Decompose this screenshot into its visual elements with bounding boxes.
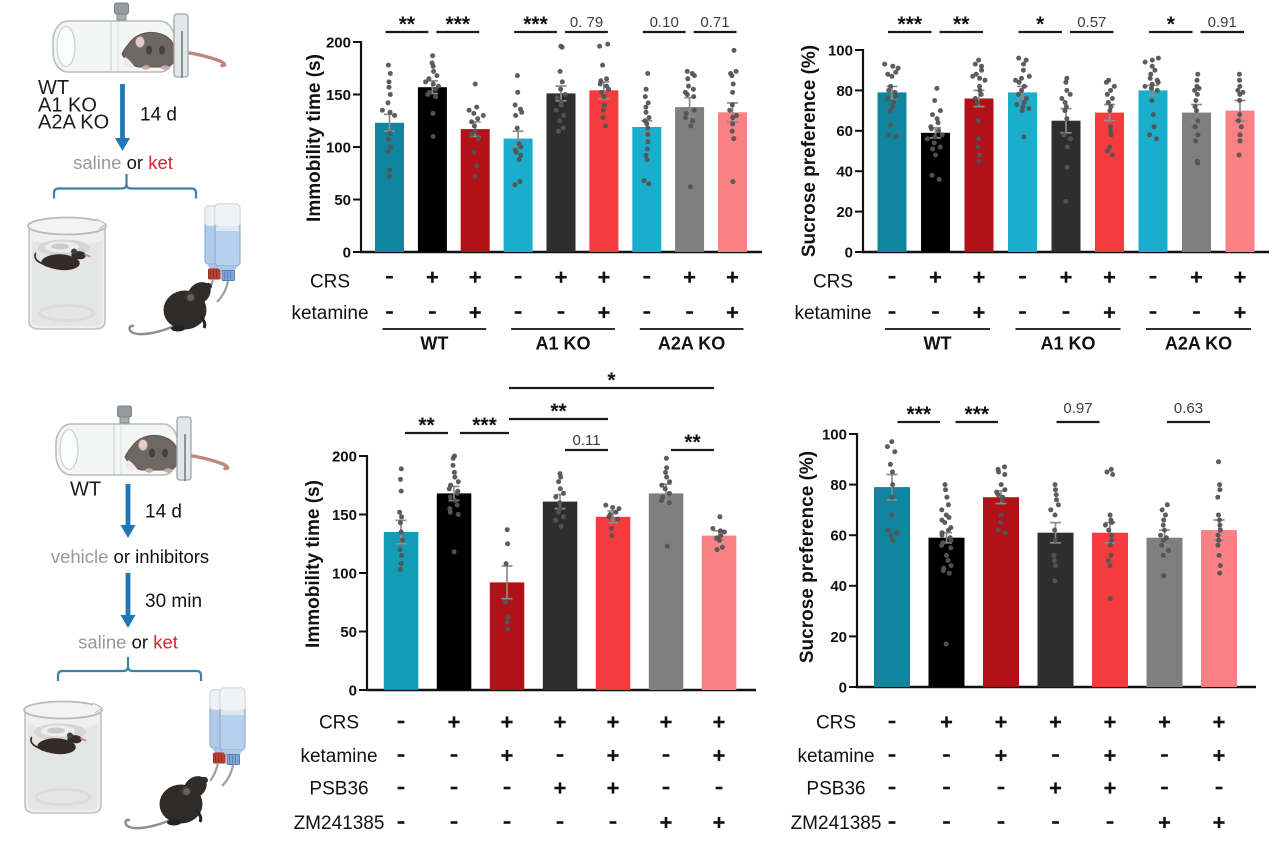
svg-text:A2A KO: A2A KO [1165,334,1232,354]
svg-text:saline or ket: saline or ket [78,632,178,653]
svg-text:50: 50 [334,192,351,209]
svg-text:WT: WT [420,334,448,354]
svg-text:saline or ket: saline or ket [73,152,173,173]
svg-text:40: 40 [830,578,847,595]
svg-text:WT: WT [924,334,952,354]
svg-text:0: 0 [343,244,351,261]
svg-text:100: 100 [332,565,357,582]
svg-text:CRS: CRS [816,713,856,734]
svg-text:***: *** [472,414,497,437]
svg-text:CRS: CRS [310,272,350,293]
svg-text:20: 20 [836,204,853,221]
svg-text:0: 0 [839,679,847,696]
svg-text:A1 KO: A1 KO [38,95,97,117]
svg-text:Immobility time (s): Immobility time (s) [303,480,324,648]
svg-text:WT: WT [38,77,69,99]
svg-text:A1 KO: A1 KO [535,334,590,354]
svg-text:**: ** [953,13,970,36]
svg-text:100: 100 [828,42,853,59]
svg-text:100: 100 [822,426,847,443]
svg-text:Immobility time (s): Immobility time (s) [304,54,325,222]
svg-text:0.97: 0.97 [1063,400,1092,417]
svg-text:ketamine: ketamine [291,303,368,324]
svg-text:50: 50 [340,624,357,641]
svg-text:150: 150 [326,87,351,104]
svg-text:200: 200 [332,448,357,465]
svg-text:ZM241385: ZM241385 [294,813,385,834]
svg-text:***: *** [446,13,471,36]
svg-text:0.71: 0.71 [700,14,729,31]
svg-text:60: 60 [836,123,853,140]
svg-text:30 min: 30 min [145,591,202,612]
svg-text:PSB36: PSB36 [806,779,865,800]
svg-text:***: *** [898,13,923,36]
svg-text:**: ** [399,13,416,36]
svg-text:ZM241385: ZM241385 [791,813,882,834]
svg-text:60: 60 [830,528,847,545]
svg-text:200: 200 [326,34,351,51]
svg-text:ketamine: ketamine [794,303,871,324]
svg-text:*: * [1036,13,1045,36]
svg-text:**: ** [418,414,435,437]
svg-text:ketamine: ketamine [797,746,874,767]
svg-text:A2A KO: A2A KO [38,112,109,134]
svg-text:***: *** [523,13,548,36]
svg-text:*: * [607,369,616,392]
svg-text:**: ** [550,400,567,423]
svg-text:14 d: 14 d [140,105,177,126]
svg-text:PSB36: PSB36 [309,779,368,800]
svg-text:A1 KO: A1 KO [1040,334,1095,354]
svg-text:0: 0 [349,682,357,699]
svg-text:**: ** [684,431,701,454]
svg-text:CRS: CRS [319,713,359,734]
svg-text:CRS: CRS [813,272,853,293]
svg-text:Sucrose preference (%): Sucrose preference (%) [799,45,820,257]
svg-text:ketamine: ketamine [300,746,377,767]
svg-text:***: *** [965,403,990,426]
svg-text:80: 80 [836,83,853,100]
svg-text:vehicle or inhibitors: vehicle or inhibitors [51,546,209,567]
svg-text:0.57: 0.57 [1077,14,1106,31]
svg-text:***: *** [907,403,932,426]
svg-text:0.10: 0.10 [650,14,679,31]
svg-text:100: 100 [326,139,351,156]
svg-text:150: 150 [332,507,357,524]
svg-text:Sucrose preference (%): Sucrose preference (%) [797,451,818,663]
svg-text:40: 40 [836,164,853,181]
svg-text:0: 0 [845,244,853,261]
svg-text:0.91: 0.91 [1208,14,1237,31]
svg-text:WT: WT [70,479,101,501]
svg-text:0.63: 0.63 [1174,400,1203,417]
svg-text:0.11: 0.11 [572,432,600,449]
svg-text:14 d: 14 d [145,502,182,523]
svg-text:20: 20 [830,629,847,646]
svg-text:80: 80 [830,477,847,494]
svg-text:A2A KO: A2A KO [658,334,725,354]
svg-text:0. 79: 0. 79 [570,14,603,31]
svg-text:*: * [1167,13,1176,36]
